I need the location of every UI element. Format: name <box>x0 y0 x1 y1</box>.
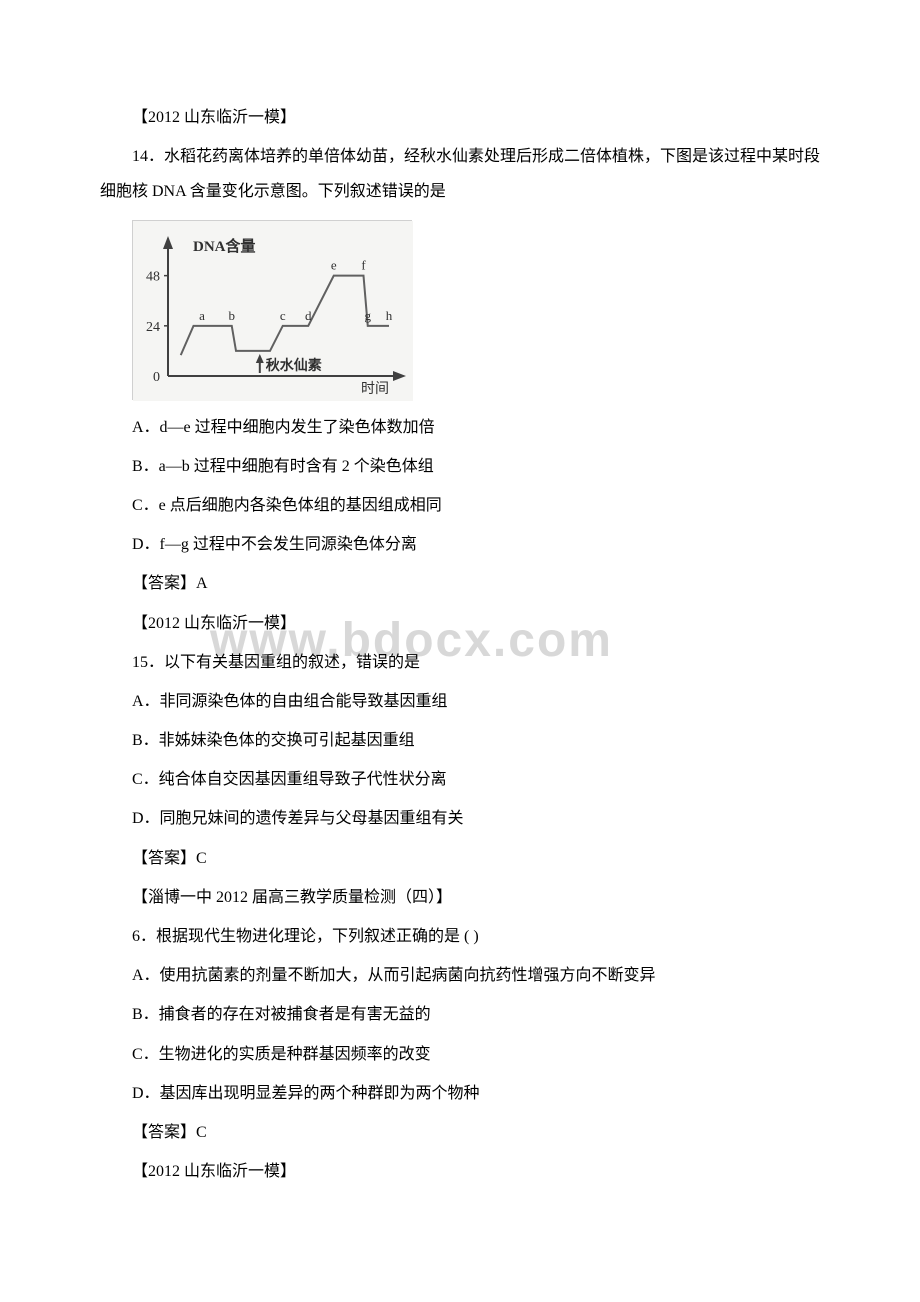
answer-label: 【答案】C <box>100 1115 820 1150</box>
option-c: C．纯合体自交因基因重组导致子代性状分离 <box>100 762 820 797</box>
question-stem: 14．水稻花药离体培养的单倍体幼苗，经秋水仙素处理后形成二倍体植株，下图是该过程… <box>100 139 820 209</box>
svg-text:DNA含量: DNA含量 <box>193 237 256 255</box>
svg-text:e: e <box>331 257 337 272</box>
option-b: B．a—b 过程中细胞有时含有 2 个染色体组 <box>100 449 820 484</box>
source-tag: 【2012 山东临沂一模】 <box>100 1154 820 1189</box>
option-a: A．非同源染色体的自由组合能导致基因重组 <box>100 684 820 719</box>
option-d: D．基因库出现明显差异的两个种群即为两个物种 <box>100 1076 820 1111</box>
option-a: A．使用抗菌素的剂量不断加大，从而引起病菌向抗药性增强方向不断变异 <box>100 958 820 993</box>
answer-label: 【答案】C <box>100 841 820 876</box>
option-b: B．捕食者的存在对被捕食者是有害无益的 <box>100 997 820 1032</box>
question-stem: 6．根据现代生物进化理论，下列叙述正确的是 ( ) <box>100 919 820 954</box>
question-stem: 15．以下有关基因重组的叙述，错误的是 <box>100 645 820 680</box>
source-tag: 【2012 山东临沂一模】 <box>100 100 820 135</box>
svg-text:24: 24 <box>146 319 160 334</box>
svg-text:秋水仙素: 秋水仙素 <box>266 357 322 374</box>
dna-chart: 0 24 48 DNA含量时间 a b c d e f gh 秋水仙素 <box>132 220 412 400</box>
svg-text:g: g <box>365 307 372 322</box>
option-d: D．同胞兄妹间的遗传差异与父母基因重组有关 <box>100 801 820 836</box>
option-b: B．非姊妹染色体的交换可引起基因重组 <box>100 723 820 758</box>
option-a: A．d—e 过程中细胞内发生了染色体数加倍 <box>100 410 820 445</box>
svg-text:0: 0 <box>153 370 160 385</box>
option-c: C．e 点后细胞内各染色体组的基因组成相同 <box>100 488 820 523</box>
answer-label: 【答案】A <box>100 566 820 601</box>
option-c: C．生物进化的实质是种群基因频率的改变 <box>100 1037 820 1072</box>
option-d: D．f—g 过程中不会发生同源染色体分离 <box>100 527 820 562</box>
svg-text:f: f <box>361 257 366 272</box>
svg-text:a: a <box>199 307 205 322</box>
svg-text:d: d <box>305 307 312 322</box>
source-tag: 【2012 山东临沂一模】 <box>100 606 820 641</box>
svg-text:时间: 时间 <box>361 381 389 397</box>
svg-text:48: 48 <box>146 269 160 284</box>
source-tag: 【淄博一中 2012 届高三教学质量检测（四）】 <box>100 880 820 915</box>
svg-text:c: c <box>280 307 286 322</box>
svg-text:b: b <box>229 307 236 322</box>
svg-text:h: h <box>386 307 393 322</box>
